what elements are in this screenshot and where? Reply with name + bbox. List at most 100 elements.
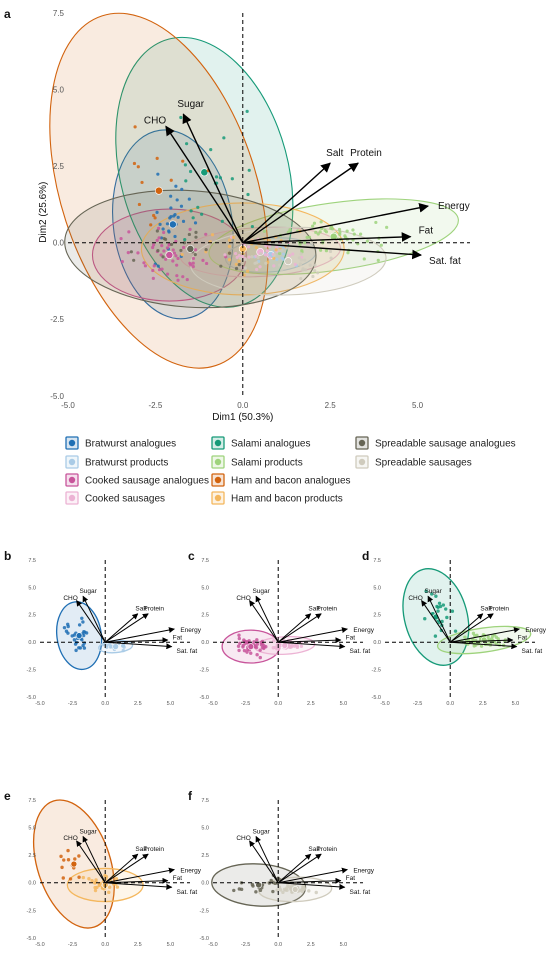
panel-a: a Sugar CHO Salt Protein Energy Fat Sat. fat -5.… <box>4 7 470 423</box>
point-salami-products <box>337 227 342 232</box>
confidence-ellipses <box>32 799 144 929</box>
point-spreadable-sausage-analogues <box>162 237 166 241</box>
x-tick-label: 5.0 <box>340 701 348 707</box>
point-salami-analogues <box>209 148 213 152</box>
point-ham-and-bacon-products <box>81 875 86 880</box>
point-cooked-sausage-analogues <box>156 226 161 231</box>
y-tick-label: 0.0 <box>53 239 65 248</box>
confidence-ellipses <box>402 568 532 666</box>
centroid-spreadable-sausages <box>284 257 293 266</box>
y-tick-label: -2.5 <box>372 668 381 674</box>
point-cooked-sausage-analogues <box>119 237 123 241</box>
loading-arrow-cho <box>249 600 279 643</box>
point-salami-analogues <box>440 619 444 624</box>
point-spreadable-sausages <box>297 256 301 260</box>
point-cooked-sausages <box>275 245 279 249</box>
y-tick-label: 2.5 <box>373 613 381 619</box>
point-salami-products <box>324 249 329 253</box>
y-tick-label: 5.0 <box>28 826 36 832</box>
x-tick-label: -2.5 <box>241 942 250 948</box>
loading-arrow-sat-fat <box>278 641 346 650</box>
loading-label-sugar: Sugar <box>252 828 270 835</box>
loading-arrow-fat <box>105 637 169 644</box>
point-cooked-sausage-analogues <box>151 245 155 250</box>
x-tick-label: -2.5 <box>68 942 77 948</box>
x-tick-label: 0.0 <box>274 942 282 948</box>
x-tick-label: 2.5 <box>307 942 315 948</box>
x-tick-label: 2.5 <box>134 701 142 707</box>
legend-item-spreadable-sausages: Spreadable sausages <box>355 455 472 469</box>
point-spreadable-sausages <box>300 887 304 892</box>
loading-label-fat: Fat <box>173 634 183 641</box>
point-ham-and-bacon-products <box>90 878 94 883</box>
x-tick-label: 5.0 <box>340 942 348 948</box>
loading-arrow-salt <box>104 853 139 884</box>
loading-arrow-sugar <box>255 835 279 884</box>
y-tick-label: 5.0 <box>53 85 65 94</box>
point-spreadable-sausage-analogues <box>155 229 159 233</box>
point-cooked-sausages <box>237 253 241 258</box>
point-spreadable-sausage-analogues <box>161 255 165 259</box>
point-bratwurst-analogues <box>168 216 172 220</box>
point-cooked-sausages <box>292 644 297 648</box>
x-tick-label: 5.0 <box>167 701 175 707</box>
point-bratwurst-analogues <box>179 204 184 208</box>
point-ham-and-bacon-products <box>245 269 250 273</box>
point-salami-analogues <box>436 609 440 613</box>
point-salami-analogues <box>220 219 224 223</box>
point-cooked-sausage-analogues <box>155 238 159 243</box>
point-salami-analogues <box>430 592 434 596</box>
legend-key-dot <box>214 439 222 447</box>
point-salami-analogues <box>191 216 195 220</box>
point-ham-and-bacon-analogues <box>68 877 73 881</box>
point-bratwurst-analogues <box>77 646 81 650</box>
point-spreadable-sausages <box>303 258 307 262</box>
point-spreadable-sausages <box>256 255 260 260</box>
panel-letter-b: b <box>4 549 11 563</box>
point-salami-analogues <box>246 192 250 197</box>
point-salami-analogues <box>424 589 428 593</box>
x-tick-label: 2.5 <box>134 942 142 948</box>
point-cooked-sausages <box>233 252 238 256</box>
point-bratwurst-analogues <box>159 236 164 240</box>
point-bratwurst-products <box>275 257 279 261</box>
point-spreadable-sausages <box>278 888 283 892</box>
point-cooked-sausage-analogues <box>258 648 262 652</box>
legend-label-ham-and-bacon-products: Ham and bacon products <box>231 494 343 505</box>
legend-key-dot <box>68 439 76 447</box>
point-salami-analogues <box>247 168 251 172</box>
loading-arrow-energy <box>105 627 175 643</box>
point-ham-and-bacon-products <box>93 888 98 893</box>
panel-letter-d: d <box>362 549 369 563</box>
point-cooked-sausage-analogues <box>157 268 162 272</box>
loading-label-protein: Protein <box>143 606 164 613</box>
loading-arrow-protein <box>449 613 494 643</box>
y-tick-label: 5.0 <box>373 585 381 591</box>
point-bratwurst-products <box>281 252 286 256</box>
point-ham-and-bacon-analogues <box>77 854 81 858</box>
point-salami-analogues <box>445 615 449 620</box>
point-salami-analogues <box>189 209 193 213</box>
point-spreadable-sausage-analogues <box>156 248 160 253</box>
point-ham-and-bacon-products <box>272 256 276 260</box>
point-bratwurst-analogues <box>173 234 177 239</box>
loading-arrow-energy <box>105 867 175 884</box>
point-cooked-sausages <box>291 252 295 256</box>
point-cooked-sausage-analogues <box>181 275 185 279</box>
point-spreadable-sausages <box>289 887 293 891</box>
point-salami-products <box>344 235 348 240</box>
point-salami-analogues <box>179 115 183 120</box>
legend-key-dot <box>68 458 76 466</box>
point-spreadable-sausages <box>299 258 304 262</box>
y-tick-label: 0.0 <box>28 640 36 646</box>
point-cooked-sausage-analogues <box>193 248 198 252</box>
legend-label-cooked-sausages: Cooked sausages <box>85 494 165 505</box>
point-spreadable-sausages <box>243 258 247 262</box>
point-cooked-sausage-analogues <box>172 251 177 255</box>
point-salami-products <box>376 258 380 262</box>
point-spreadable-sausages <box>311 274 315 279</box>
loading-label-sat-fat: Sat. fat <box>177 648 198 655</box>
centroid-cooked-sausages <box>281 642 289 649</box>
